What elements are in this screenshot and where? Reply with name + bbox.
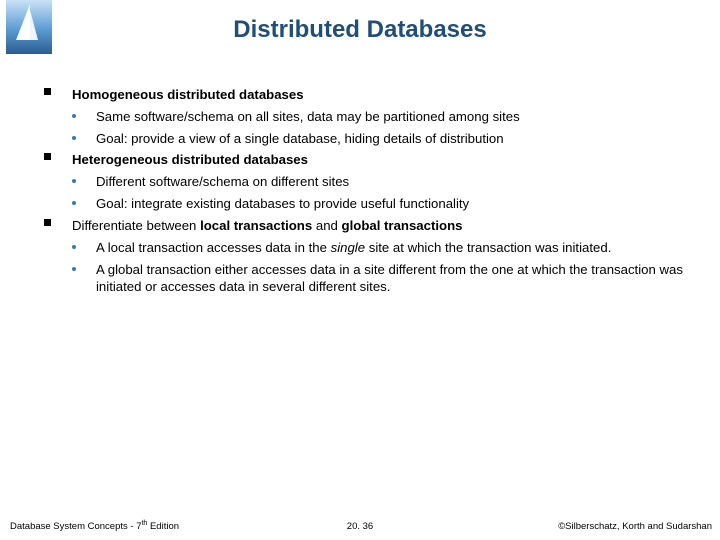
dot-bullet-icon [72, 201, 76, 205]
text-bold: global transactions [342, 218, 463, 233]
sub-text-post: site at which the transaction was initia… [365, 240, 611, 255]
sub-bullet: Goal: integrate existing databases to pr… [72, 195, 686, 213]
sub-bullet: Different software/schema on different s… [72, 173, 686, 191]
square-bullet-icon [44, 88, 51, 95]
dot-bullet-icon [72, 245, 76, 249]
slide-content: Homogeneous distributed databases Same s… [0, 58, 720, 296]
text-mid: and [312, 218, 341, 233]
dot-bullet-icon [72, 114, 76, 118]
sub-text-italic: single [331, 240, 365, 255]
bullet-homogeneous: Homogeneous distributed databases [44, 86, 686, 104]
sub-bullet: A local transaction accesses data in the… [72, 239, 686, 257]
text-pre: Differentiate between [72, 218, 200, 233]
sub-bullet: A global transaction either accesses dat… [72, 261, 686, 297]
dot-bullet-icon [72, 267, 76, 271]
sub-text: Goal: integrate existing databases to pr… [96, 196, 469, 211]
sub-text: Different software/schema on different s… [96, 174, 349, 189]
header: Distributed Databases [0, 0, 720, 58]
sub-bullet: Goal: provide a view of a single databas… [72, 130, 686, 148]
sub-bullet: Same software/schema on all sites, data … [72, 108, 686, 126]
square-bullet-icon [44, 153, 51, 160]
square-bullet-icon [44, 219, 51, 226]
bullet-differentiate: Differentiate between local transactions… [44, 217, 686, 235]
bullet-heading: Heterogeneous distributed databases [72, 152, 308, 167]
sailboat-logo [6, 0, 52, 54]
sub-text-pre: A local transaction accesses data in the [96, 240, 331, 255]
slide-title: Distributed Databases [0, 0, 720, 44]
text-bold: local transactions [200, 218, 312, 233]
dot-bullet-icon [72, 136, 76, 140]
sub-text: A global transaction either accesses dat… [96, 262, 683, 295]
bullet-heterogeneous: Heterogeneous distributed databases [44, 151, 686, 169]
sub-text: Same software/schema on all sites, data … [96, 109, 520, 124]
bullet-heading: Homogeneous distributed databases [72, 87, 304, 102]
sub-text: Goal: provide a view of a single databas… [96, 131, 504, 146]
dot-bullet-icon [72, 179, 76, 183]
footer-copyright: ©Silberschatz, Korth and Sudarshan [558, 521, 712, 532]
